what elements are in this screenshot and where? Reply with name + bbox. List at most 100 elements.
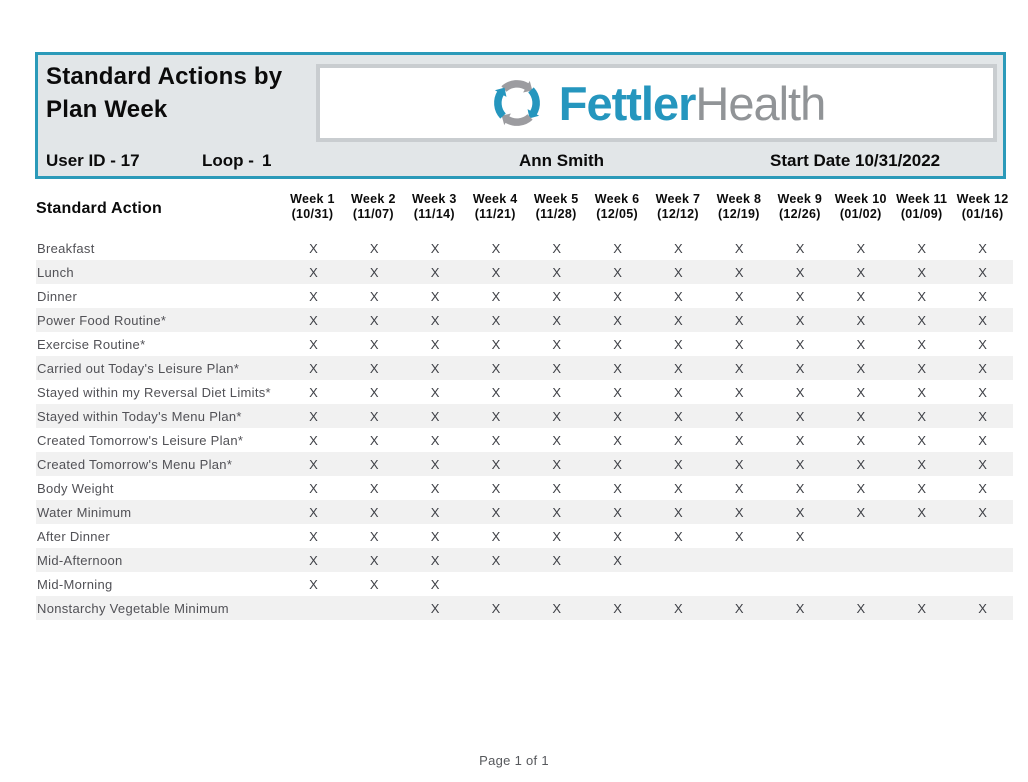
- mark-cell: X: [491, 432, 501, 448]
- mark-cell: X: [369, 480, 379, 496]
- mark-cell: X: [978, 264, 987, 280]
- mark-cell: X: [430, 600, 440, 616]
- mark-cell: X: [491, 264, 501, 280]
- row-label: Created Tomorrow's Leisure Plan*: [37, 432, 244, 448]
- mark-cell: X: [613, 600, 622, 616]
- mark-cell: X: [734, 240, 744, 256]
- mark-cell: X: [491, 528, 501, 544]
- mark-cell: X: [309, 576, 318, 592]
- mark-cell: X: [309, 528, 318, 544]
- mark-cell: X: [491, 360, 501, 376]
- mark-cell: X: [613, 288, 622, 304]
- table-row: Created Tomorrow's Menu Plan* X X X X X X X X X X X…: [36, 452, 1013, 476]
- mark-cell: X: [309, 312, 318, 328]
- table-row: Mid-Morning X X X: [36, 572, 1013, 596]
- mark-cell: X: [674, 384, 683, 400]
- mark-cell: X: [674, 432, 683, 448]
- column-header-week-7: Week 7 (12/12): [655, 192, 701, 221]
- mark-cell: X: [795, 360, 805, 376]
- mark-cell: X: [917, 336, 927, 352]
- mark-cell: X: [674, 480, 683, 496]
- mark-cell: X: [917, 600, 927, 616]
- mark-cell: X: [734, 384, 744, 400]
- column-header-week-1: Week 1 (10/31): [290, 192, 335, 221]
- loop-value: 1: [262, 151, 272, 170]
- mark-cell: X: [674, 504, 683, 520]
- mark-cell: X: [309, 384, 318, 400]
- mark-cell: X: [795, 312, 805, 328]
- column-header-week-2: Week 2 (11/07): [351, 192, 396, 221]
- mark-cell: X: [734, 288, 744, 304]
- mark-cell: X: [369, 408, 379, 424]
- mark-cell: X: [856, 384, 866, 400]
- mark-cell: X: [491, 480, 501, 496]
- mark-cell: X: [552, 264, 562, 280]
- mark-cell: X: [613, 240, 622, 256]
- mark-cell: X: [734, 480, 744, 496]
- mark-cell: X: [369, 288, 379, 304]
- mark-cell: X: [978, 600, 987, 616]
- mark-cell: X: [430, 336, 440, 352]
- table-row: Exercise Routine* X X X X X X X X X X X X: [36, 332, 1013, 356]
- column-header-week-9: Week 9 (12/26): [777, 192, 823, 221]
- mark-cell: X: [917, 408, 927, 424]
- column-header-standard-action: Standard Action: [36, 200, 162, 217]
- mark-cell: X: [491, 312, 501, 328]
- row-label: Water Minimum: [37, 504, 132, 520]
- mark-cell: X: [734, 360, 744, 376]
- standard-actions-table: Standard Action Week 1 (10/31) Week 2 (11/0…: [36, 186, 1013, 620]
- mark-cell: X: [795, 240, 805, 256]
- mark-cell: X: [552, 432, 562, 448]
- mark-cell: X: [430, 288, 440, 304]
- page-number: Page 1 of 1: [479, 753, 549, 768]
- mark-cell: X: [795, 384, 805, 400]
- mark-cell: X: [795, 264, 805, 280]
- mark-cell: X: [430, 240, 440, 256]
- mark-cell: X: [613, 408, 622, 424]
- mark-cell: X: [978, 504, 987, 520]
- mark-cell: X: [734, 336, 744, 352]
- mark-cell: X: [491, 240, 501, 256]
- mark-cell: X: [856, 264, 866, 280]
- column-header-week-4: Week 4 (11/21): [472, 192, 518, 221]
- column-header-week-10: Week 10 (01/02): [834, 192, 887, 221]
- mark-cell: X: [856, 336, 866, 352]
- mark-cell: X: [734, 528, 744, 544]
- table-row: Carried out Today's Leisure Plan* X X X X X X X…: [36, 356, 1013, 380]
- mark-cell: X: [430, 504, 440, 520]
- mark-cell: X: [795, 408, 805, 424]
- mark-cell: X: [309, 264, 318, 280]
- mark-cell: X: [734, 432, 744, 448]
- table-body: Breakfast X X X X X X X X X X X X Lunch X X X X X X X X X X X X Di…: [36, 236, 1013, 620]
- mark-cell: X: [613, 360, 622, 376]
- user-id: User ID - 17: [46, 151, 140, 170]
- row-label: Stayed within Today's Menu Plan*: [37, 408, 242, 424]
- row-label: Power Food Routine*: [37, 312, 167, 328]
- mark-cell: X: [917, 480, 927, 496]
- logo-box: FettlerHealth: [316, 64, 997, 142]
- mark-cell: X: [369, 384, 379, 400]
- mark-cell: X: [613, 552, 622, 568]
- mark-cell: X: [674, 240, 683, 256]
- mark-cell: X: [430, 408, 440, 424]
- report-title: Standard Actions by Plan Week: [46, 63, 283, 123]
- mark-cell: X: [978, 456, 987, 472]
- table-row: Dinner X X X X X X X X X X X X: [36, 284, 1013, 308]
- mark-cell: X: [917, 312, 927, 328]
- row-label: Body Weight: [37, 480, 114, 496]
- row-label: Dinner: [37, 288, 78, 304]
- mark-cell: X: [369, 432, 379, 448]
- mark-cell: X: [552, 384, 562, 400]
- mark-cell: X: [309, 552, 318, 568]
- table-row: Body Weight X X X X X X X X X X X X: [36, 476, 1013, 500]
- mark-cell: X: [795, 336, 805, 352]
- table-row: Lunch X X X X X X X X X X X X: [36, 260, 1013, 284]
- mark-cell: X: [978, 432, 987, 448]
- mark-cell: X: [917, 360, 927, 376]
- table-row: Created Tomorrow's Leisure Plan* X X X X X X X X…: [36, 428, 1013, 452]
- mark-cell: X: [430, 576, 440, 592]
- row-label: Lunch: [37, 264, 74, 280]
- mark-cell: X: [734, 408, 744, 424]
- mark-cell: X: [795, 480, 805, 496]
- column-header-week-8: Week 8 (12/19): [716, 192, 762, 221]
